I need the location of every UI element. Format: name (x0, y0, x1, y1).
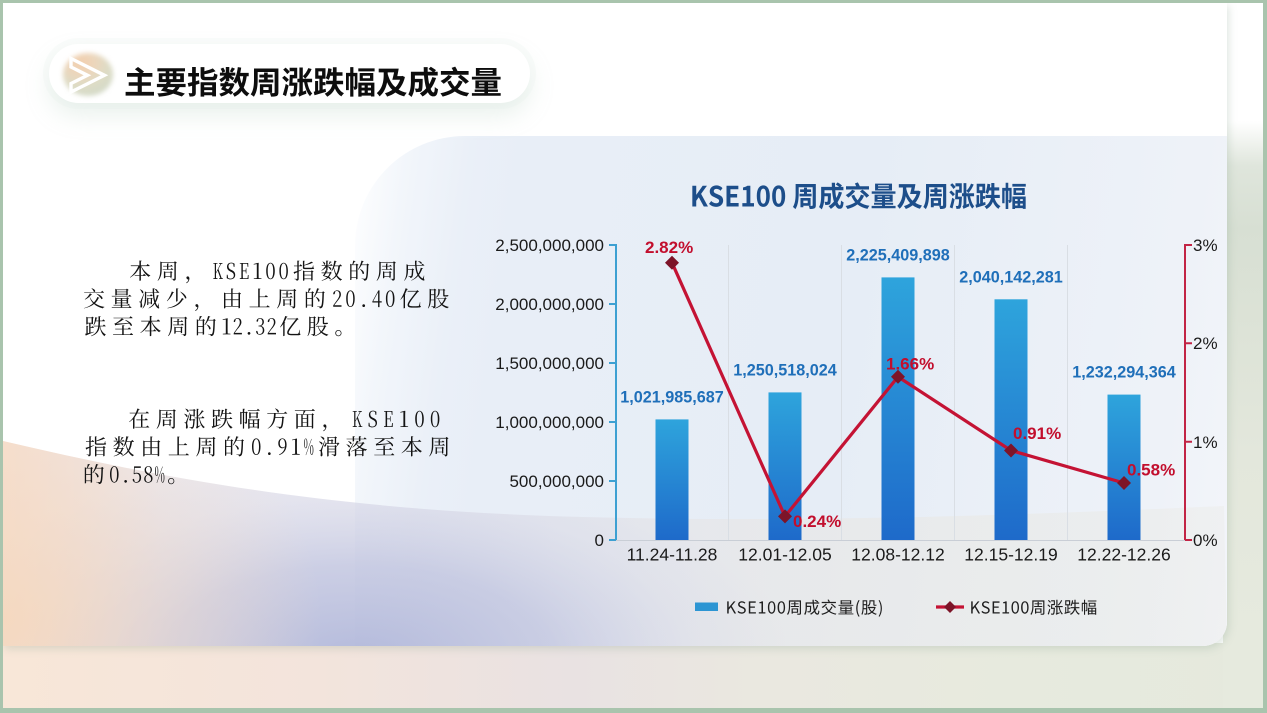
svg-text:0.58%: 0.58% (1127, 461, 1175, 480)
svg-text:2,500,000,000: 2,500,000,000 (495, 236, 604, 255)
svg-text:2,225,409,898: 2,225,409,898 (846, 246, 950, 264)
svg-text:500,000,000: 500,000,000 (509, 472, 604, 491)
svg-text:0.24%: 0.24% (793, 512, 841, 531)
svg-text:1,000,000,000: 1,000,000,000 (495, 413, 604, 432)
svg-text:1,250,518,024: 1,250,518,024 (733, 361, 837, 379)
svg-text:2%: 2% (1193, 334, 1218, 353)
svg-text:2,000,000,000: 2,000,000,000 (495, 295, 604, 314)
svg-text:12.01-12.05: 12.01-12.05 (738, 545, 831, 565)
svg-text:1,232,294,364: 1,232,294,364 (1072, 364, 1176, 382)
svg-text:0.91%: 0.91% (1013, 424, 1061, 443)
svg-text:2,040,142,281: 2,040,142,281 (959, 268, 1063, 286)
svg-text:1,021,985,687: 1,021,985,687 (620, 388, 724, 406)
svg-text:12.15-12.19: 12.15-12.19 (964, 545, 1057, 565)
svg-text:2.82%: 2.82% (645, 238, 693, 257)
svg-text:1%: 1% (1193, 433, 1218, 452)
svg-text:12.22-12.26: 12.22-12.26 (1077, 545, 1170, 565)
svg-text:0: 0 (595, 531, 604, 550)
svg-text:11.24-11.28: 11.24-11.28 (627, 545, 718, 565)
svg-text:1,500,000,000: 1,500,000,000 (495, 354, 604, 373)
svg-text:3%: 3% (1193, 236, 1218, 255)
svg-text:0%: 0% (1193, 531, 1218, 550)
svg-text:12.08-12.12: 12.08-12.12 (851, 545, 944, 565)
svg-text:1.66%: 1.66% (886, 355, 934, 374)
